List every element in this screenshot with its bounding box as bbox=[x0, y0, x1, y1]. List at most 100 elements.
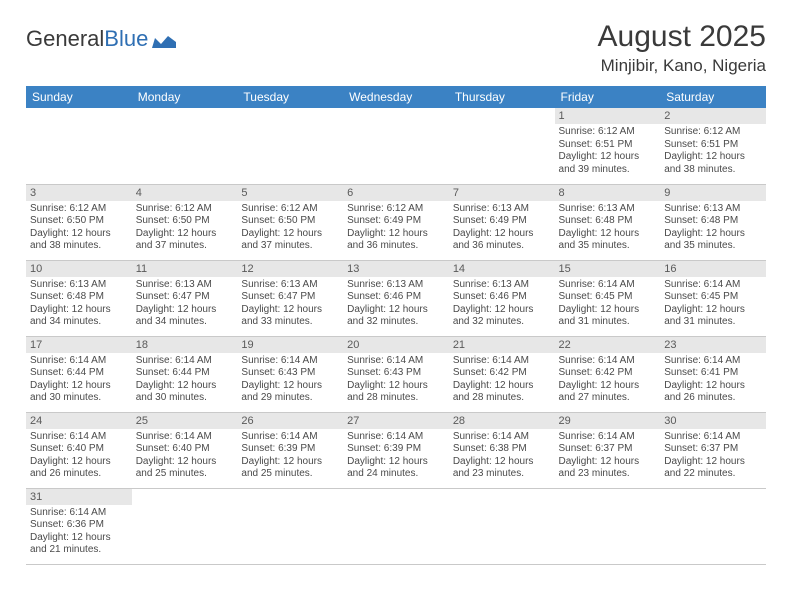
calendar-day-cell: 27Sunrise: 6:14 AMSunset: 6:39 PMDayligh… bbox=[343, 412, 449, 488]
day-details: Sunrise: 6:14 AMSunset: 6:40 PMDaylight:… bbox=[26, 429, 132, 485]
weekday-header: Monday bbox=[132, 86, 238, 108]
day-details: Sunrise: 6:12 AMSunset: 6:50 PMDaylight:… bbox=[26, 201, 132, 257]
day-number: 2 bbox=[660, 108, 766, 124]
day-details: Sunrise: 6:14 AMSunset: 6:41 PMDaylight:… bbox=[660, 353, 766, 409]
calendar-day-cell: 17Sunrise: 6:14 AMSunset: 6:44 PMDayligh… bbox=[26, 336, 132, 412]
day-details: Sunrise: 6:13 AMSunset: 6:48 PMDaylight:… bbox=[26, 277, 132, 333]
day-details: Sunrise: 6:14 AMSunset: 6:45 PMDaylight:… bbox=[660, 277, 766, 333]
calendar-empty-cell bbox=[343, 108, 449, 184]
calendar-day-cell: 22Sunrise: 6:14 AMSunset: 6:42 PMDayligh… bbox=[555, 336, 661, 412]
weekday-header: Sunday bbox=[26, 86, 132, 108]
day-number: 20 bbox=[343, 337, 449, 353]
day-number: 30 bbox=[660, 413, 766, 429]
day-details: Sunrise: 6:12 AMSunset: 6:50 PMDaylight:… bbox=[237, 201, 343, 257]
logo-text-1: General bbox=[26, 26, 104, 52]
calendar-empty-cell bbox=[449, 108, 555, 184]
day-details: Sunrise: 6:14 AMSunset: 6:38 PMDaylight:… bbox=[449, 429, 555, 485]
calendar-day-cell: 4Sunrise: 6:12 AMSunset: 6:50 PMDaylight… bbox=[132, 184, 238, 260]
calendar-day-cell: 19Sunrise: 6:14 AMSunset: 6:43 PMDayligh… bbox=[237, 336, 343, 412]
calendar-day-cell: 3Sunrise: 6:12 AMSunset: 6:50 PMDaylight… bbox=[26, 184, 132, 260]
month-title: August 2025 bbox=[598, 20, 766, 54]
calendar-day-cell: 16Sunrise: 6:14 AMSunset: 6:45 PMDayligh… bbox=[660, 260, 766, 336]
day-number: 10 bbox=[26, 261, 132, 277]
calendar-day-cell: 25Sunrise: 6:14 AMSunset: 6:40 PMDayligh… bbox=[132, 412, 238, 488]
calendar-day-cell: 21Sunrise: 6:14 AMSunset: 6:42 PMDayligh… bbox=[449, 336, 555, 412]
day-number: 14 bbox=[449, 261, 555, 277]
calendar-day-cell: 6Sunrise: 6:12 AMSunset: 6:49 PMDaylight… bbox=[343, 184, 449, 260]
weekday-header-row: SundayMondayTuesdayWednesdayThursdayFrid… bbox=[26, 86, 766, 108]
calendar-week-row: 10Sunrise: 6:13 AMSunset: 6:48 PMDayligh… bbox=[26, 260, 766, 336]
calendar-week-row: 17Sunrise: 6:14 AMSunset: 6:44 PMDayligh… bbox=[26, 336, 766, 412]
calendar-day-cell: 30Sunrise: 6:14 AMSunset: 6:37 PMDayligh… bbox=[660, 412, 766, 488]
day-details: Sunrise: 6:14 AMSunset: 6:42 PMDaylight:… bbox=[449, 353, 555, 409]
calendar-week-row: 1Sunrise: 6:12 AMSunset: 6:51 PMDaylight… bbox=[26, 108, 766, 184]
day-details: Sunrise: 6:12 AMSunset: 6:51 PMDaylight:… bbox=[555, 124, 661, 180]
calendar-day-cell: 24Sunrise: 6:14 AMSunset: 6:40 PMDayligh… bbox=[26, 412, 132, 488]
calendar-day-cell: 11Sunrise: 6:13 AMSunset: 6:47 PMDayligh… bbox=[132, 260, 238, 336]
calendar-day-cell: 10Sunrise: 6:13 AMSunset: 6:48 PMDayligh… bbox=[26, 260, 132, 336]
day-number: 24 bbox=[26, 413, 132, 429]
day-number: 8 bbox=[555, 185, 661, 201]
title-block: August 2025 Minjibir, Kano, Nigeria bbox=[598, 20, 766, 76]
day-number: 1 bbox=[555, 108, 661, 124]
calendar-empty-cell bbox=[449, 488, 555, 564]
day-details: Sunrise: 6:13 AMSunset: 6:49 PMDaylight:… bbox=[449, 201, 555, 257]
calendar-day-cell: 14Sunrise: 6:13 AMSunset: 6:46 PMDayligh… bbox=[449, 260, 555, 336]
day-details: Sunrise: 6:14 AMSunset: 6:37 PMDaylight:… bbox=[555, 429, 661, 485]
day-details: Sunrise: 6:14 AMSunset: 6:43 PMDaylight:… bbox=[343, 353, 449, 409]
weekday-header: Tuesday bbox=[237, 86, 343, 108]
day-details: Sunrise: 6:14 AMSunset: 6:44 PMDaylight:… bbox=[132, 353, 238, 409]
weekday-header: Saturday bbox=[660, 86, 766, 108]
day-number: 11 bbox=[132, 261, 238, 277]
logo: GeneralBlue bbox=[26, 26, 176, 52]
day-details: Sunrise: 6:14 AMSunset: 6:37 PMDaylight:… bbox=[660, 429, 766, 485]
day-details: Sunrise: 6:13 AMSunset: 6:47 PMDaylight:… bbox=[132, 277, 238, 333]
day-details: Sunrise: 6:14 AMSunset: 6:45 PMDaylight:… bbox=[555, 277, 661, 333]
location: Minjibir, Kano, Nigeria bbox=[598, 56, 766, 76]
calendar-day-cell: 2Sunrise: 6:12 AMSunset: 6:51 PMDaylight… bbox=[660, 108, 766, 184]
day-details: Sunrise: 6:14 AMSunset: 6:39 PMDaylight:… bbox=[237, 429, 343, 485]
day-details: Sunrise: 6:14 AMSunset: 6:40 PMDaylight:… bbox=[132, 429, 238, 485]
day-details: Sunrise: 6:12 AMSunset: 6:51 PMDaylight:… bbox=[660, 124, 766, 180]
calendar-empty-cell bbox=[132, 488, 238, 564]
weekday-header: Wednesday bbox=[343, 86, 449, 108]
day-number: 23 bbox=[660, 337, 766, 353]
day-number: 29 bbox=[555, 413, 661, 429]
day-number: 4 bbox=[132, 185, 238, 201]
day-number: 17 bbox=[26, 337, 132, 353]
calendar-day-cell: 8Sunrise: 6:13 AMSunset: 6:48 PMDaylight… bbox=[555, 184, 661, 260]
calendar-day-cell: 18Sunrise: 6:14 AMSunset: 6:44 PMDayligh… bbox=[132, 336, 238, 412]
calendar-day-cell: 7Sunrise: 6:13 AMSunset: 6:49 PMDaylight… bbox=[449, 184, 555, 260]
day-details: Sunrise: 6:14 AMSunset: 6:39 PMDaylight:… bbox=[343, 429, 449, 485]
calendar-body: 1Sunrise: 6:12 AMSunset: 6:51 PMDaylight… bbox=[26, 108, 766, 564]
day-number: 22 bbox=[555, 337, 661, 353]
day-details: Sunrise: 6:14 AMSunset: 6:36 PMDaylight:… bbox=[26, 505, 132, 561]
calendar-day-cell: 31Sunrise: 6:14 AMSunset: 6:36 PMDayligh… bbox=[26, 488, 132, 564]
calendar-day-cell: 12Sunrise: 6:13 AMSunset: 6:47 PMDayligh… bbox=[237, 260, 343, 336]
day-number: 3 bbox=[26, 185, 132, 201]
day-number: 19 bbox=[237, 337, 343, 353]
day-number: 15 bbox=[555, 261, 661, 277]
day-details: Sunrise: 6:13 AMSunset: 6:46 PMDaylight:… bbox=[449, 277, 555, 333]
day-details: Sunrise: 6:13 AMSunset: 6:46 PMDaylight:… bbox=[343, 277, 449, 333]
day-details: Sunrise: 6:12 AMSunset: 6:49 PMDaylight:… bbox=[343, 201, 449, 257]
calendar-table: SundayMondayTuesdayWednesdayThursdayFrid… bbox=[26, 86, 766, 565]
day-details: Sunrise: 6:13 AMSunset: 6:48 PMDaylight:… bbox=[660, 201, 766, 257]
calendar-day-cell: 23Sunrise: 6:14 AMSunset: 6:41 PMDayligh… bbox=[660, 336, 766, 412]
day-number: 6 bbox=[343, 185, 449, 201]
day-number: 21 bbox=[449, 337, 555, 353]
day-details: Sunrise: 6:14 AMSunset: 6:44 PMDaylight:… bbox=[26, 353, 132, 409]
calendar-empty-cell bbox=[26, 108, 132, 184]
calendar-empty-cell bbox=[660, 488, 766, 564]
calendar-day-cell: 29Sunrise: 6:14 AMSunset: 6:37 PMDayligh… bbox=[555, 412, 661, 488]
day-number: 27 bbox=[343, 413, 449, 429]
calendar-empty-cell bbox=[237, 108, 343, 184]
day-details: Sunrise: 6:13 AMSunset: 6:47 PMDaylight:… bbox=[237, 277, 343, 333]
day-number: 5 bbox=[237, 185, 343, 201]
calendar-day-cell: 26Sunrise: 6:14 AMSunset: 6:39 PMDayligh… bbox=[237, 412, 343, 488]
header: GeneralBlue August 2025 Minjibir, Kano, … bbox=[26, 20, 766, 76]
day-number: 26 bbox=[237, 413, 343, 429]
calendar-week-row: 24Sunrise: 6:14 AMSunset: 6:40 PMDayligh… bbox=[26, 412, 766, 488]
day-number: 31 bbox=[26, 489, 132, 505]
day-number: 16 bbox=[660, 261, 766, 277]
